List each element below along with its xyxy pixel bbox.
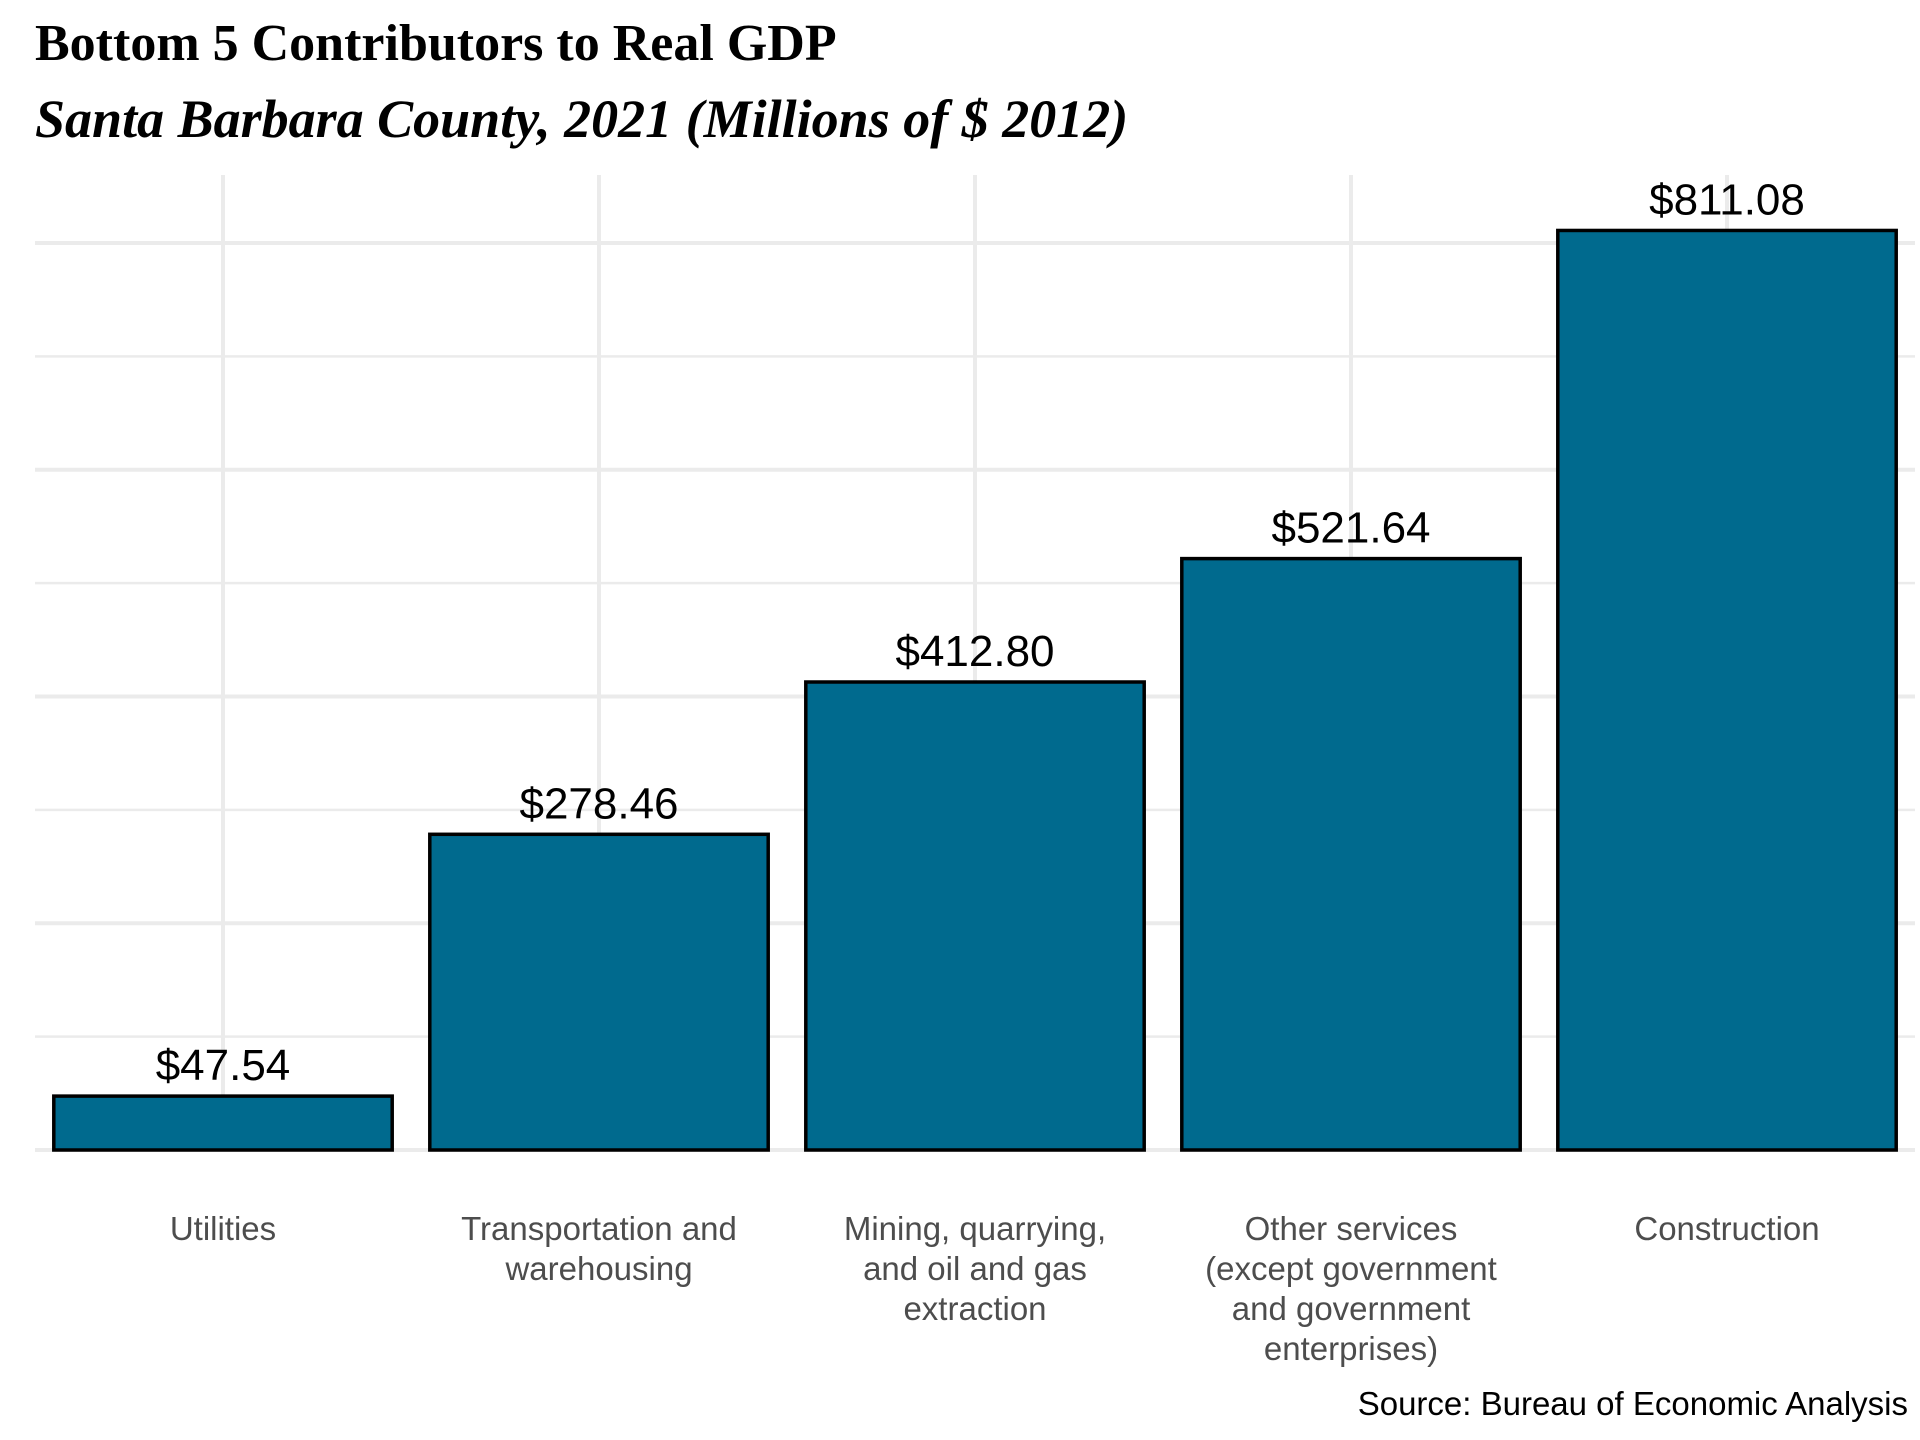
x-tick-label-line: Transportation and — [461, 1210, 737, 1247]
bar — [1556, 228, 1898, 1152]
x-tick-label-line: warehousing — [504, 1250, 692, 1287]
bar-value-label: $278.46 — [519, 779, 678, 828]
chart-subtitle: Santa Barbara County, 2021 (Millions of … — [35, 89, 1129, 149]
value-labels: $47.54 $278.46 $412.80 $521.64 $811.08 — [156, 175, 1805, 1090]
x-tick-label: Utilities — [170, 1210, 276, 1247]
x-tick-label: Construction — [1634, 1210, 1819, 1247]
x-tick-label: Transportation and warehousing — [461, 1210, 737, 1287]
x-tick-label-line: Construction — [1634, 1210, 1819, 1247]
chart-title: Bottom 5 Contributors to Real GDP — [35, 15, 837, 72]
x-tick-label-line: Mining, quarrying, — [844, 1210, 1106, 1247]
bar — [52, 1094, 394, 1152]
x-tick-label-line: and oil and gas — [863, 1250, 1087, 1287]
bar-value-label: $521.64 — [1271, 504, 1430, 553]
x-tick-label: Mining, quarrying, and oil and gas extract… — [844, 1210, 1106, 1327]
x-tick-label-line: and government — [1232, 1290, 1471, 1327]
x-axis-labels: Utilities Transportation and warehousing Mi… — [170, 1210, 1820, 1367]
bar — [428, 832, 770, 1152]
x-tick-label-line: Utilities — [170, 1210, 276, 1247]
bar-value-label: $412.80 — [895, 627, 1054, 676]
source-caption: Source: Bureau of Economic Analysis — [1357, 1385, 1908, 1422]
bar-value-label: $47.54 — [156, 1041, 291, 1090]
bar — [1180, 556, 1522, 1152]
x-tick-label-line: (except government — [1205, 1250, 1497, 1287]
bar — [804, 680, 1146, 1152]
x-tick-label-line: extraction — [903, 1290, 1046, 1327]
x-tick-label: Other services (except government and gove… — [1205, 1210, 1497, 1367]
x-tick-label-line: Other services — [1245, 1210, 1458, 1247]
x-tick-label-line: enterprises) — [1264, 1330, 1438, 1367]
bar-value-label: $811.08 — [1649, 175, 1805, 224]
bars — [52, 228, 1898, 1152]
